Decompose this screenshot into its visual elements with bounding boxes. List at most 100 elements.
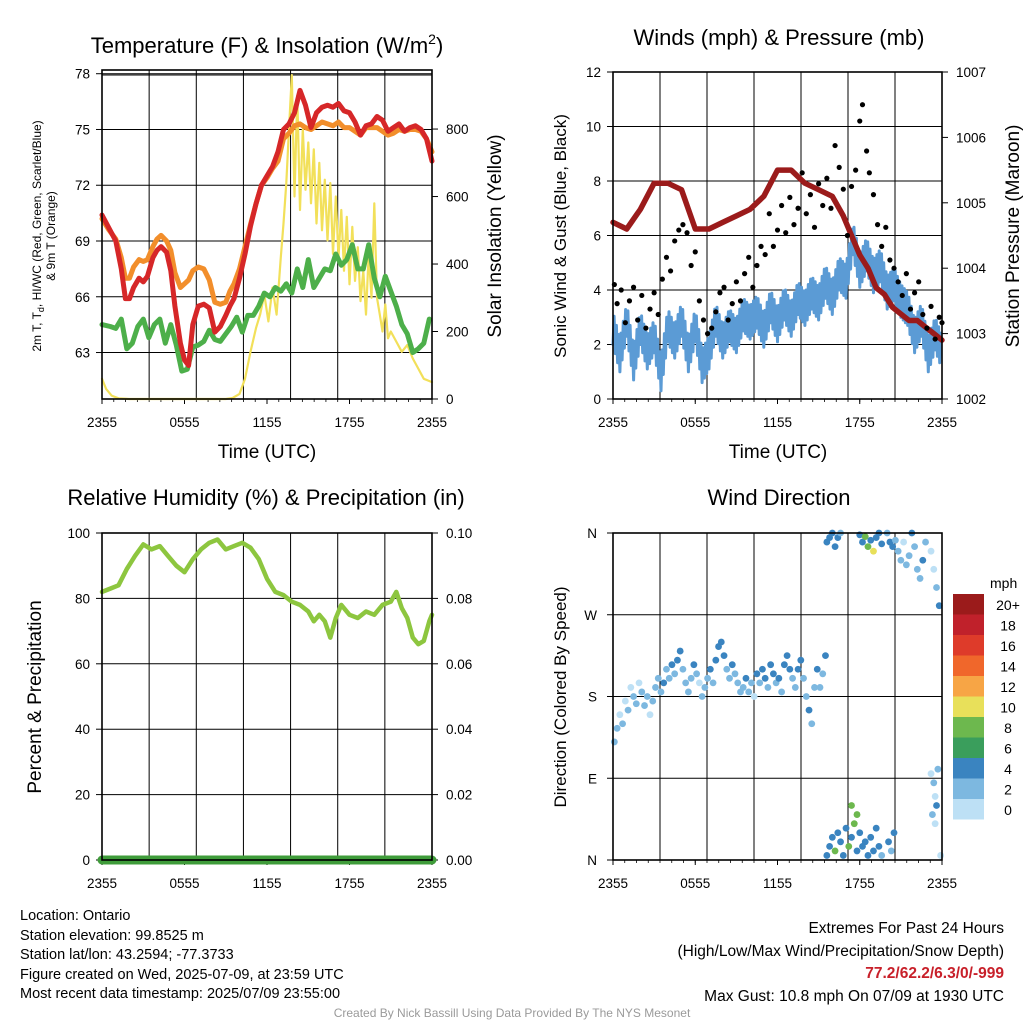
winds-gust-point	[709, 325, 715, 331]
winds-sonic-wind-line	[611, 225, 943, 393]
direction-direction-point	[919, 556, 927, 564]
winds-gust-point	[807, 192, 814, 198]
direction-direction-point	[665, 674, 673, 682]
direction-direction-point	[674, 656, 681, 664]
temperature-y-tick-label: 72	[75, 178, 90, 193]
speed-legend-swatch	[953, 676, 984, 697]
direction-direction-point	[712, 656, 720, 664]
temperature-right-tick-label: 800	[446, 122, 469, 137]
winds-gust-point	[770, 243, 776, 249]
humidity-right-tick-label: 0.06	[446, 657, 472, 672]
humidity-x-tick-label: 1155	[252, 876, 281, 891]
direction-direction-point	[813, 665, 821, 673]
direction-frame	[612, 532, 943, 861]
temperature-y-label-line1: 2m T, Td, HI/WC (Red, Green, Scarlet/Blu…	[30, 120, 46, 351]
winds-gust-point	[614, 301, 620, 307]
direction-direction-point	[726, 674, 733, 682]
station-latlon: Station lat/lon: 43.2594; -77.3733	[20, 947, 234, 963]
speed-legend-label: 16	[1000, 638, 1016, 654]
temperature-x-tick-label: 1155	[252, 415, 281, 430]
winds-gust-point	[853, 167, 859, 173]
direction-direction-point	[643, 693, 651, 700]
winds-gust-point	[899, 292, 905, 299]
speed-legend-label: 14	[1000, 659, 1016, 675]
winds-gust-point	[791, 222, 797, 228]
winds-gust-point	[799, 170, 805, 176]
winds-gust-point	[844, 232, 851, 239]
speed-legend-swatch	[953, 737, 984, 758]
winds-gust-point	[887, 257, 893, 263]
temperature-x-tick-label: 2355	[87, 415, 117, 430]
direction-direction-point	[734, 679, 742, 687]
temperature-x-label: Time (UTC)	[218, 442, 317, 463]
winds-gust-point	[742, 271, 748, 277]
direction-direction-point	[931, 820, 939, 828]
direction-direction-point	[867, 536, 875, 544]
temperature-right-tick-label: 400	[446, 257, 469, 272]
speed-legend-label: 20+	[996, 597, 1020, 613]
winds-gust-point	[635, 317, 641, 323]
speed-legend-swatch	[953, 799, 984, 820]
direction-direction-point	[831, 543, 839, 551]
speed-legend-label: 6	[1004, 741, 1012, 757]
direction-direction-point	[891, 536, 899, 544]
temperature-right-tick-label: 0	[446, 392, 454, 407]
temperature-title-superscript: 2	[428, 31, 436, 47]
extremes-title: Extremes For Past 24 Hours	[808, 920, 1004, 937]
direction-direction-point	[819, 670, 827, 678]
winds-gust-point	[916, 279, 922, 285]
temperature-x-tick-label: 1755	[334, 415, 364, 430]
winds-gust-point	[667, 268, 674, 274]
winds-gust-point	[700, 317, 707, 323]
credit-line: Created By Nick Bassill Using Data Provi…	[333, 1006, 691, 1020]
winds-gust-point	[864, 148, 870, 154]
direction-direction-point	[937, 852, 945, 859]
direction-direction-point	[646, 711, 654, 719]
direction-direction-point	[872, 824, 880, 832]
direction-direction-point	[929, 811, 936, 818]
direction-direction-point	[756, 679, 764, 687]
winds-gust-point	[737, 298, 744, 304]
direction-direction-point	[679, 665, 687, 673]
direction-direction-point	[709, 679, 717, 687]
direction-direction-point	[701, 684, 709, 691]
winds-gust-point	[643, 325, 649, 331]
winds-gust-point	[840, 186, 846, 192]
temperature-right-tick-label: 600	[446, 190, 469, 205]
winds-gust-point	[879, 243, 885, 249]
temperature-right-tick-label: 200	[446, 325, 469, 340]
direction-direction-point	[616, 711, 624, 719]
direction-direction-point	[922, 538, 929, 546]
speed-legend-swatch	[953, 758, 984, 779]
winds-y-tick-label: 6	[593, 229, 601, 244]
direction-direction-point	[767, 661, 775, 669]
direction-direction-point	[913, 565, 921, 573]
speed-legend-swatch	[953, 594, 984, 615]
direction-direction-point	[934, 765, 942, 773]
direction-y-tick-label: N	[587, 526, 597, 541]
direction-direction-point	[816, 684, 824, 691]
humidity-rh-line	[99, 537, 435, 647]
direction-direction-point	[842, 824, 850, 832]
humidity-y-tick-label: 40	[75, 722, 90, 737]
direction-direction-point	[900, 538, 908, 546]
extremes-values: 77.2/62.2/6.3/0/-999	[865, 965, 1004, 982]
winds-y-tick-label: 2	[593, 338, 601, 353]
direction-direction-point	[731, 670, 739, 678]
humidity-panel-title: Relative Humidity (%) & Precipitation (i…	[67, 485, 464, 510]
station-location: Location: Ontario	[20, 908, 131, 924]
winds-x-tick-label: 2355	[927, 415, 957, 430]
direction-direction-point	[800, 674, 807, 682]
direction-direction-point	[690, 661, 698, 669]
winds-gust-point	[820, 202, 826, 209]
winds-y-tick-label: 10	[586, 120, 601, 135]
winds-gust-point	[758, 243, 764, 249]
direction-direction-point	[753, 670, 761, 678]
winds-gust-point	[848, 183, 855, 190]
winds-gust-point	[639, 292, 645, 299]
direction-direction-point	[930, 565, 938, 573]
winds-gust-point	[824, 175, 830, 181]
direction-direction-point	[822, 652, 829, 660]
direction-direction-point	[698, 693, 706, 700]
direction-direction-point	[621, 697, 629, 705]
